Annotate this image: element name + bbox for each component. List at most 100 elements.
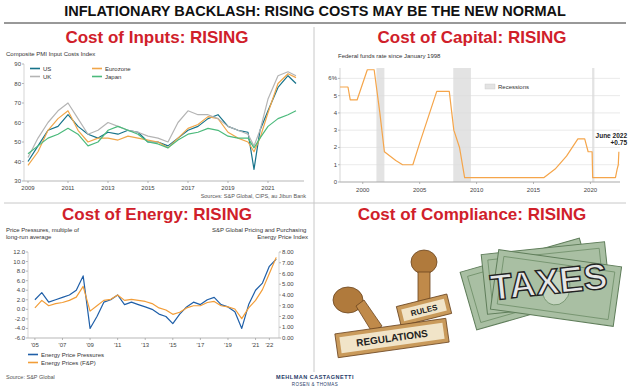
tick-label: 2000 [356, 187, 370, 193]
tick-label: 8.00 [282, 249, 294, 255]
legend-swatch [28, 362, 38, 364]
tick-label: 1.00 [282, 324, 294, 330]
stamp-base: REGULATIONS [335, 318, 449, 357]
legend-entry: Eurozone [105, 66, 131, 72]
tick-label: '22 [265, 342, 273, 348]
tick-label: '21 [252, 342, 260, 348]
y-axis [24, 64, 25, 181]
title-rule [4, 23, 626, 24]
tick-label: 12.0 [13, 249, 25, 255]
subtitle: Federal funds rate since January 1998 [338, 53, 441, 59]
legend: US Eurozone UK Japan [30, 66, 131, 80]
legend-swatch [92, 76, 102, 78]
x-axis [28, 338, 279, 339]
tick-label: 0.00 [282, 335, 294, 341]
tick-label: 2005 [413, 187, 427, 193]
stamp-face [339, 323, 444, 353]
tick-label: 2015 [141, 185, 155, 191]
series-line [28, 72, 296, 158]
tick-label: 4 [334, 110, 338, 116]
page: INFLATIONARY BACKLASH: RISING COSTS MAY … [0, 0, 630, 388]
tick-label: '17 [196, 342, 204, 348]
series-line [28, 74, 296, 166]
tick-label: 80 [14, 81, 21, 87]
text-line: S&P Global Pricing and Purchasing [212, 227, 308, 233]
text-line: Price Pressures, multiple of [6, 227, 81, 233]
compliance-panel: Cost of Compliance: RISINGTAXESRULESREGU… [333, 205, 622, 358]
legend-entry: Japan [105, 74, 121, 80]
tick-label: 30 [14, 178, 21, 184]
legend-swatch [28, 354, 38, 356]
panel-title: Cost of Inputs: RISING [65, 28, 248, 47]
tick-label: 2017 [181, 185, 195, 191]
tick-label: 2015 [527, 187, 541, 193]
stamp-block [335, 318, 449, 357]
chart-panel: Cost of Inputs: RISINGComposite PMI Inpu… [6, 28, 306, 199]
footer: MEHLMAN CASTAGNETTI [276, 374, 354, 380]
tick-label: 8.0 [17, 268, 26, 274]
panel-title: Cost of Compliance: RISING [358, 205, 587, 224]
tick-label: 10.0 [13, 259, 25, 265]
source: Source: S&P Global [6, 374, 55, 380]
tick-label: '09 [86, 342, 94, 348]
tick-label: 6.0 [17, 278, 26, 284]
stamp-neck [418, 272, 430, 302]
tick-label: 2019 [221, 185, 235, 191]
legend-entry: Recessions [498, 84, 529, 90]
tick-label: 2020 [584, 187, 598, 193]
tick-label: '11 [114, 342, 122, 348]
page-title: INFLATIONARY BACKLASH: RISING COSTS MAY … [64, 3, 566, 19]
legend: Recessions [485, 84, 529, 90]
stamp-face [401, 299, 447, 321]
tick-label: 6.00 [282, 271, 294, 277]
y-axis-title: Price Pressures, multiple of long-run av… [6, 227, 81, 240]
tick-label: 90 [14, 61, 21, 67]
grid-line [340, 112, 620, 113]
annotation: +0.75 [611, 139, 628, 146]
series-group [35, 257, 276, 328]
text-line: Energy Price Index [257, 234, 308, 240]
legend-swatch [30, 68, 40, 70]
divider [4, 203, 626, 204]
legend-entry: Energy Price Pressures [41, 352, 104, 358]
legend-entry: US [43, 66, 51, 72]
stamp-knob [411, 250, 437, 274]
tick-label: 2013 [101, 185, 115, 191]
tick-label: 7.00 [282, 260, 294, 266]
y2-axis [279, 252, 280, 338]
x-axis [340, 182, 620, 183]
y-axis [28, 252, 29, 338]
tick-label: '13 [141, 342, 149, 348]
stamp-neck [356, 300, 382, 332]
tick-label: 1 [334, 162, 338, 168]
series-line [28, 111, 296, 154]
chart-panel: Cost of Capital: RISING Federal funds rat… [328, 28, 627, 193]
legend-entry: UK [43, 74, 51, 80]
rules-label: RULES [410, 303, 439, 318]
tick-label: 4.0 [17, 287, 26, 293]
tick-label: 3.00 [282, 303, 294, 309]
series-group [28, 72, 296, 170]
tick-label: 2 [334, 144, 338, 150]
legend-entry: Energy Prices (F&P) [41, 360, 96, 366]
series-line [340, 70, 619, 178]
tick-label: -6.0 [15, 335, 26, 341]
panel-title: Cost of Capital: RISING [378, 28, 567, 47]
y-axis [340, 68, 341, 182]
series-line [35, 257, 276, 318]
tick-label: 2009 [21, 185, 35, 191]
tick-label: -4.0 [15, 325, 26, 331]
tick-label: 5 [334, 93, 338, 99]
series-line [35, 259, 276, 328]
y2-axis-title: S&P Global Pricing and Purchasing Energy… [212, 227, 308, 240]
tick-label: 2010 [470, 187, 484, 193]
tick-label: -2.0 [15, 316, 26, 322]
tick-label: 2.00 [282, 314, 294, 320]
tick-label: '19 [224, 342, 232, 348]
grid-line [340, 164, 620, 165]
grid-line [340, 78, 620, 79]
panel-title: Cost of Energy: RISING [62, 205, 252, 224]
tick-label: 2011 [62, 185, 76, 191]
tick-label: 60 [14, 120, 21, 126]
source: Sources: S&P Global, CIPS, au Jibun Bank [201, 193, 307, 199]
